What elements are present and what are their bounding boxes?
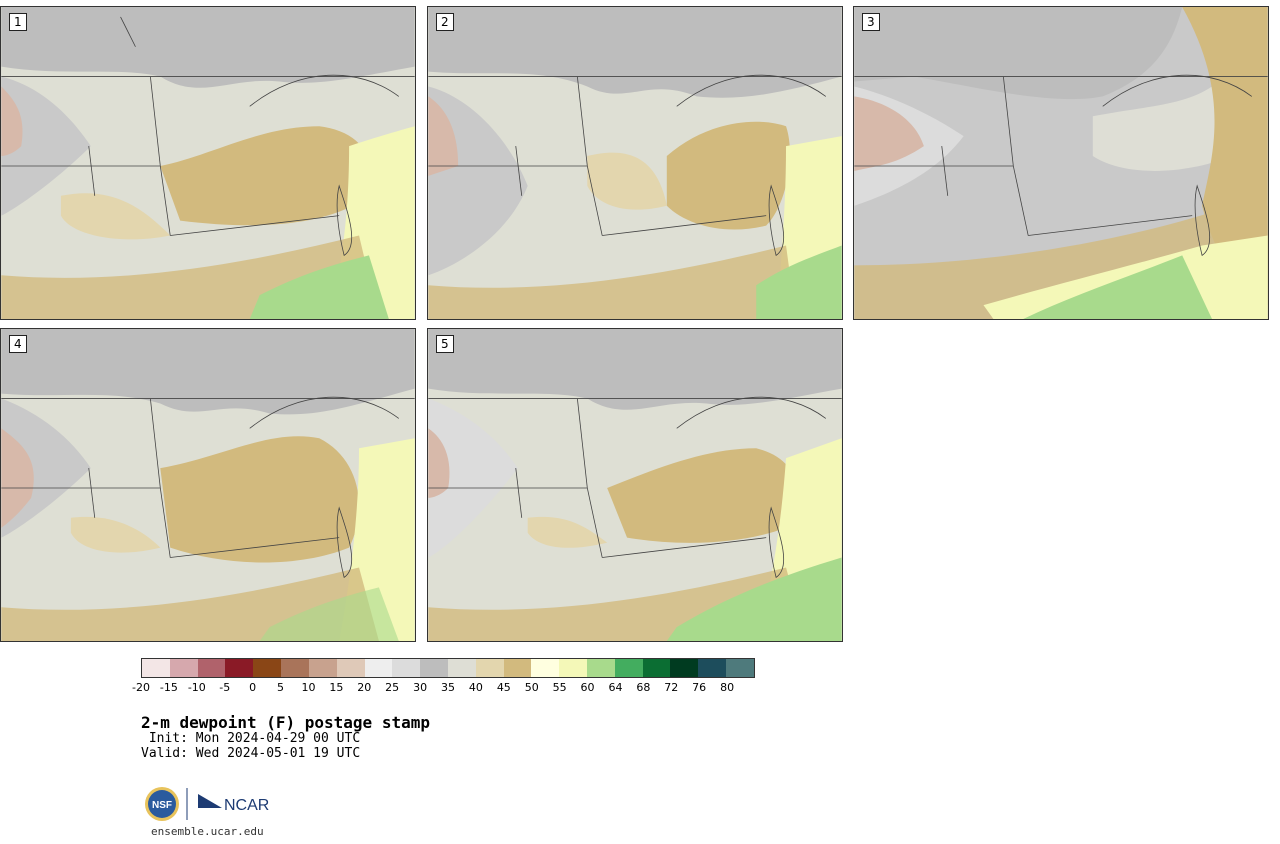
colorbar-swatch — [447, 659, 476, 677]
site-url: ensemble.ucar.edu — [151, 825, 264, 838]
nsf-text: NSF — [152, 800, 172, 811]
colorbar-swatch — [308, 659, 337, 677]
colorbar-swatch — [531, 659, 560, 677]
colorbar-tick-label: 50 — [524, 681, 539, 694]
dewpoint-map — [854, 7, 1268, 319]
colorbar-swatch — [670, 659, 699, 677]
colorbar-tick-label: 10 — [301, 681, 316, 694]
colorbar-swatch — [169, 659, 198, 677]
dewpoint-map — [428, 329, 842, 641]
colorbar-swatch — [614, 659, 643, 677]
valid-time: Valid: Wed 2024-05-01 19 UTC — [141, 746, 361, 761]
map-panel: 3 — [853, 6, 1269, 320]
panel-label: 1 — [9, 13, 27, 31]
colorbar-swatch — [225, 659, 254, 677]
map-panel: 4 — [0, 328, 416, 642]
colorbar-swatch — [503, 659, 532, 677]
panel-label: 2 — [436, 13, 454, 31]
colorbar-tick-label: 68 — [636, 681, 651, 694]
map-panel: 2 — [427, 6, 843, 320]
colorbar-tick-label: 20 — [357, 681, 372, 694]
ncar-text: NCAR — [224, 797, 269, 814]
colorbar-tick-label: -15 — [159, 681, 178, 694]
colorbar-tick-label: 76 — [692, 681, 707, 694]
nsf-ncar-logo: NSF NCAR — [145, 787, 269, 821]
colorbar-tick-label: 35 — [441, 681, 455, 694]
dewpoint-map — [1, 7, 415, 319]
colorbar-tick-label: 30 — [413, 681, 428, 694]
map-panel: 1 — [0, 6, 416, 320]
colorbar-swatch — [587, 659, 615, 677]
chart-title: 2-m dewpoint (F) postage stamp — [141, 713, 430, 732]
colorbar-swatch — [336, 659, 365, 677]
colorbar-swatch — [392, 659, 421, 677]
colorbar-tick-label: -10 — [187, 681, 206, 694]
colorbar-swatch — [642, 659, 671, 677]
colorbar-swatch — [475, 659, 504, 677]
colorbar-tick-label: 72 — [664, 681, 679, 694]
colorbar-tick-label: 25 — [385, 681, 400, 694]
colorbar-tick-label: 60 — [580, 681, 595, 694]
colorbar-swatch — [420, 659, 448, 677]
colorbar-swatch — [197, 659, 226, 677]
colorbar-tick-label: 80 — [720, 681, 735, 694]
colorbar-tick-label: 64 — [608, 681, 623, 694]
colorbar-swatch — [142, 659, 170, 677]
panel-label: 5 — [436, 335, 454, 353]
colorbar — [141, 658, 755, 678]
panel-label: 4 — [9, 335, 27, 353]
map-panel: 5 — [427, 328, 843, 642]
dewpoint-map — [428, 7, 842, 319]
colorbar-swatch — [698, 659, 727, 677]
colorbar-tick-label: 45 — [496, 681, 511, 694]
colorbar-swatch — [253, 659, 282, 677]
colorbar-tick-label: -5 — [219, 681, 231, 694]
colorbar-swatch — [559, 659, 587, 677]
colorbar-tick-label: 55 — [552, 681, 567, 694]
colorbar-swatch — [726, 659, 754, 677]
colorbar-tick-label: 40 — [468, 681, 483, 694]
colorbar-swatch — [281, 659, 309, 677]
init-time: Init: Mon 2024-04-29 00 UTC — [141, 731, 361, 746]
dewpoint-map — [1, 329, 415, 641]
colorbar-tick-label: -20 — [132, 681, 150, 694]
colorbar-tick-label: 15 — [329, 681, 344, 694]
panel-label: 3 — [862, 13, 880, 31]
colorbar-ticks: -20 -15 -10 -5 0 5 10 15 20 25 30 35 40 45 50 55 60 64 68 7… — [132, 681, 755, 695]
colorbar-swatch — [364, 659, 393, 677]
colorbar-tick-label: 5 — [277, 681, 285, 694]
colorbar-tick-label: 0 — [249, 681, 257, 694]
